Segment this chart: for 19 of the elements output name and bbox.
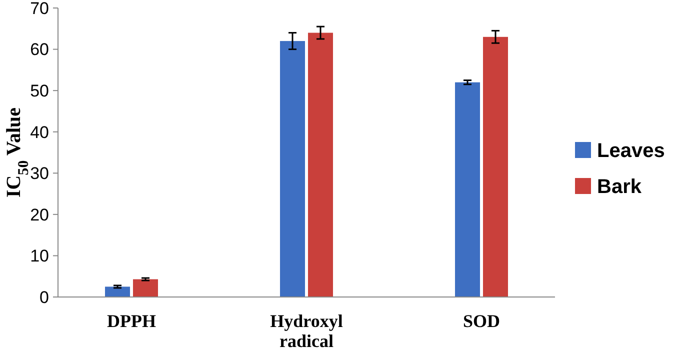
y-tick-label: 70 [30, 0, 49, 18]
y-tick-label: 0 [40, 288, 49, 307]
y-tick-label: 30 [30, 164, 49, 184]
legend-label: Leaves [597, 140, 665, 162]
y-tick-label: 20 [30, 205, 49, 224]
y-tick-label: 40 [30, 122, 49, 142]
bar [105, 286, 130, 297]
x-tick-label: SOD [462, 311, 500, 331]
legend-label: Bark [597, 176, 642, 198]
bar [483, 36, 508, 297]
y-tick-label: 10 [30, 246, 49, 266]
y-tick-label: 60 [30, 40, 49, 60]
x-tick-label: DPPH [107, 311, 156, 331]
x-tick-label: Hydroxyl radical [270, 311, 343, 351]
y-tick-label: 50 [30, 82, 49, 101]
bar [133, 279, 158, 297]
bar [280, 41, 305, 297]
bar [308, 32, 333, 297]
bar [455, 82, 480, 297]
